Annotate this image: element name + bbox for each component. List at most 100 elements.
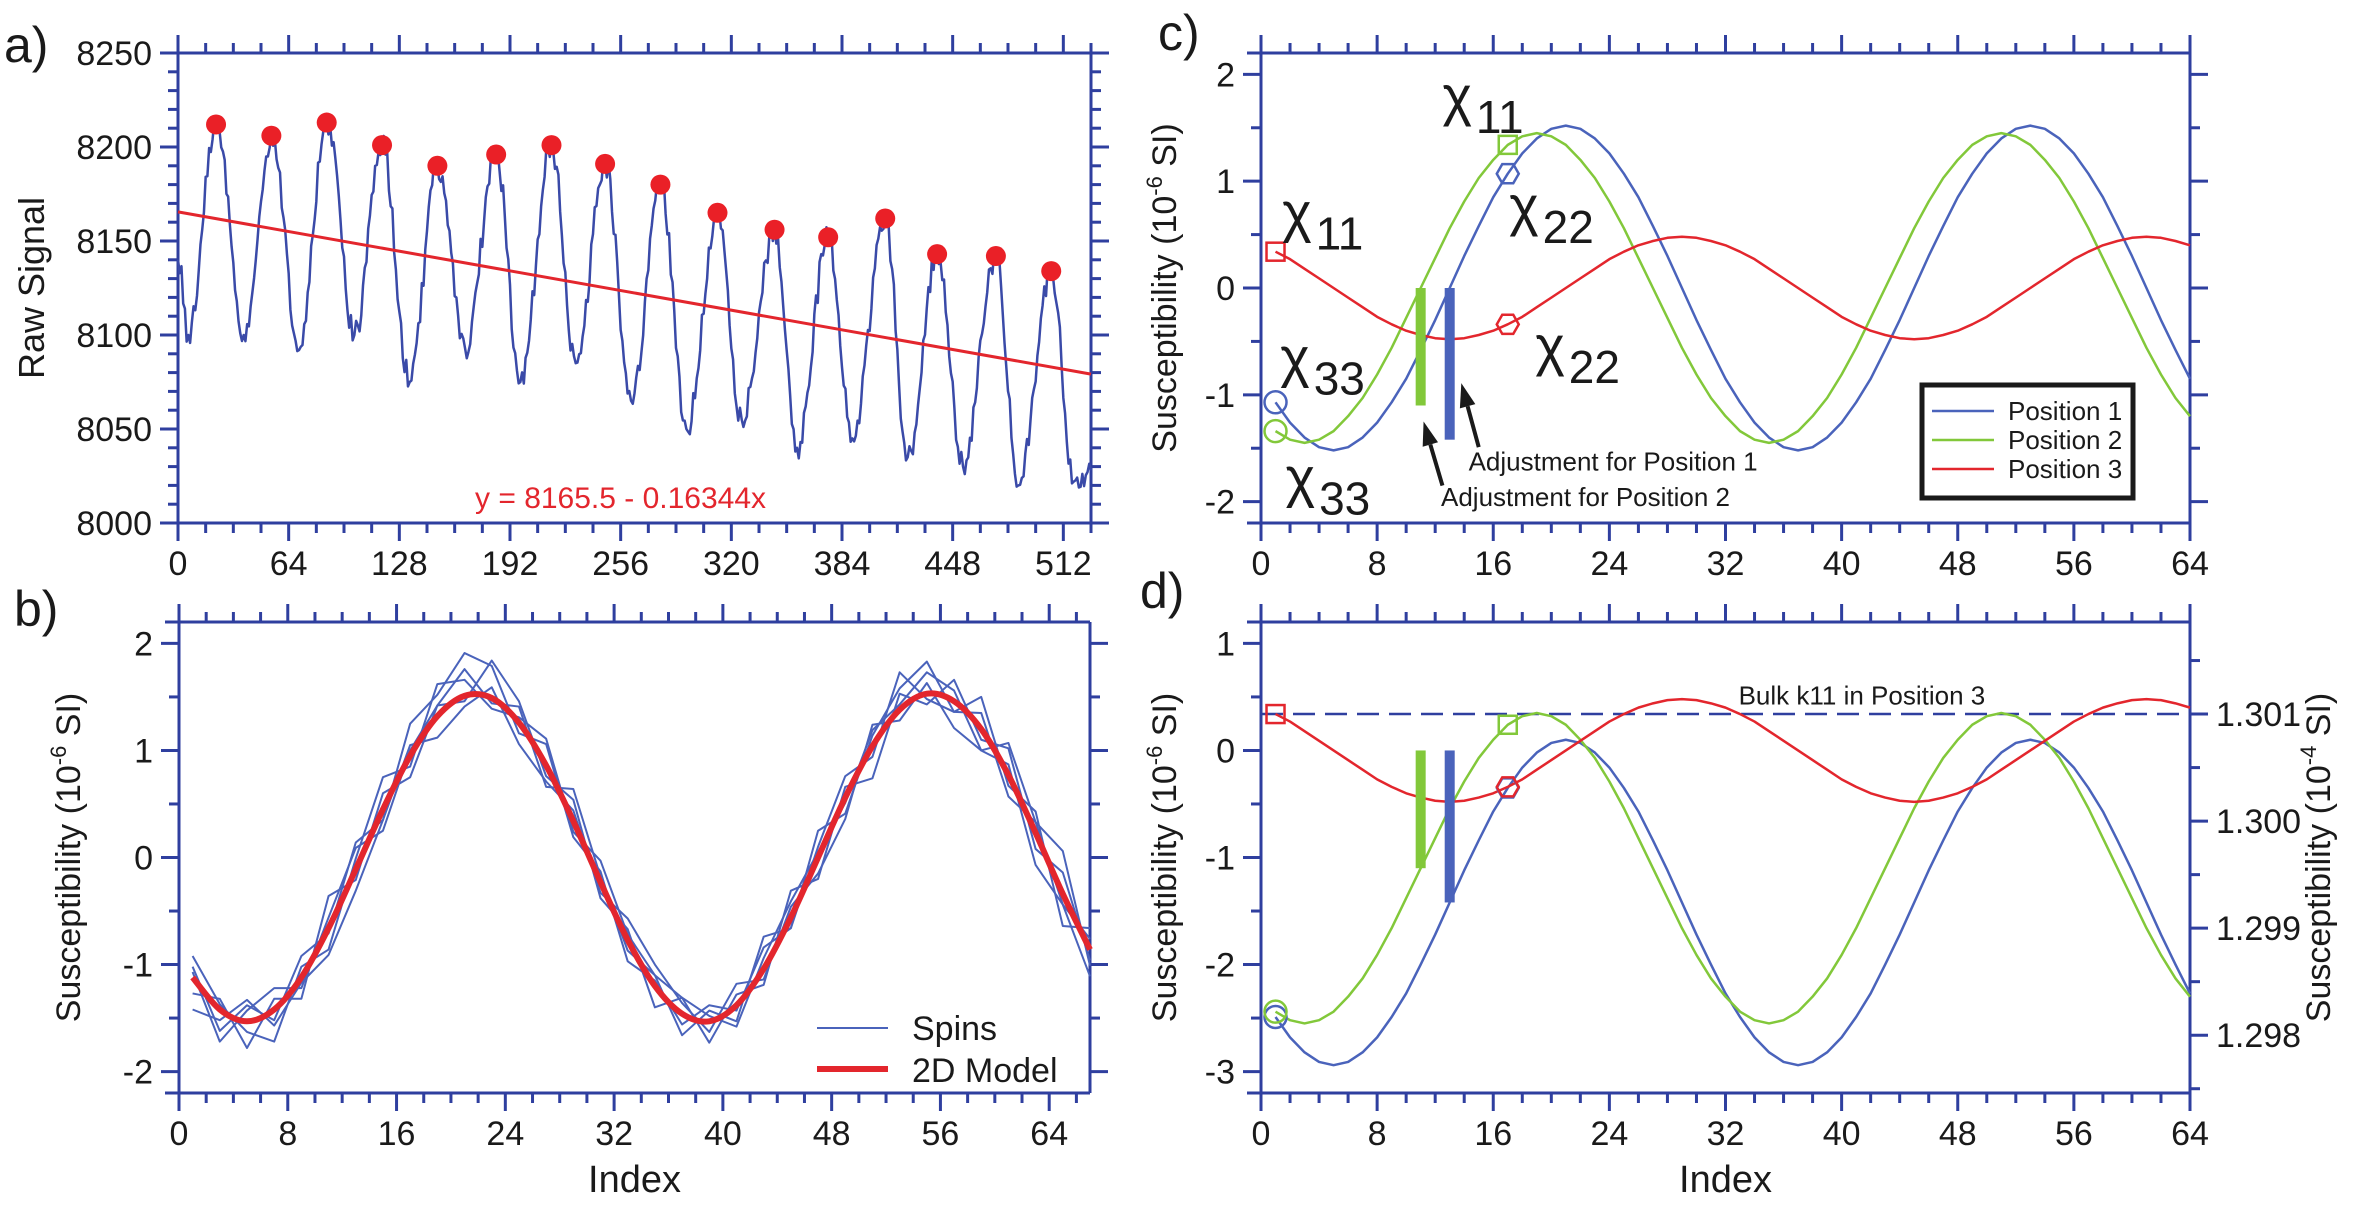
circle-marker — [1263, 390, 1288, 415]
x-axis-label: Index — [1679, 1159, 1772, 1201]
chi-subscript: 22 — [1569, 341, 1620, 393]
circle-marker — [1263, 418, 1288, 444]
y-tick-label: -2 — [123, 1054, 153, 1092]
square-marker — [1497, 714, 1519, 736]
legend-label-model: 2D Model — [912, 1052, 1058, 1090]
peak-marker — [875, 208, 896, 229]
y-tick-label: 2 — [134, 625, 153, 663]
y-tick-label: 2 — [1216, 56, 1235, 94]
y-tick-label: 1 — [1216, 163, 1235, 201]
y-tick-label: 8150 — [76, 223, 152, 261]
x-tick-label: 64 — [270, 545, 308, 583]
series-line — [1274, 131, 2191, 445]
chi-subscript: 11 — [1316, 207, 1364, 259]
ylabel-text: SI) — [1146, 693, 1184, 746]
panel-c-positions: 0 8 16 24 32 40 48 56 64 -2 -1 0 1 2 Susceptibility (1… — [1142, 35, 2209, 583]
legend: Spins 2D Model — [817, 1010, 1058, 1090]
ylabel-exponent: -6 — [1142, 746, 1167, 766]
x-tick-label: 448 — [924, 545, 981, 583]
arrow-head — [1422, 421, 1439, 447]
x-tick-label: 56 — [2055, 1115, 2093, 1153]
circle-marker — [1263, 999, 1288, 1024]
y2-tick-label: 1.301 — [2216, 696, 2301, 734]
panel-label-a: a) — [4, 17, 48, 73]
x-tick-label: 56 — [2055, 545, 2093, 583]
x-tick-label: 24 — [1590, 545, 1628, 583]
y-tick-label: -1 — [1205, 840, 1235, 878]
peak-marker — [541, 135, 562, 156]
peak-marker — [261, 125, 282, 146]
peak-marker — [206, 114, 227, 135]
x-tick-label: 40 — [1823, 545, 1861, 583]
y-axis-label: Susceptibility (10-6 SI) — [1142, 123, 1184, 452]
model-line — [190, 690, 1093, 1025]
y-tick-label: -2 — [1205, 484, 1235, 522]
chi-symbol: χ — [1282, 180, 1311, 243]
series-line — [1274, 697, 2191, 804]
x-tick-label: 32 — [1707, 1115, 1745, 1153]
x-tick-label: 32 — [595, 1115, 633, 1153]
ylabel-exponent: -4 — [2296, 746, 2321, 766]
y2-axis-label: Susceptibility (10-4 SI) — [2296, 693, 2338, 1022]
chi-label: χ11 — [1282, 180, 1363, 259]
x-tick-label: 24 — [486, 1115, 524, 1153]
x-tick-label: 0 — [1252, 1115, 1271, 1153]
x-tick-label: 64 — [2171, 1115, 2209, 1153]
series-line — [1274, 124, 2192, 452]
square-marker — [1265, 703, 1286, 725]
chi-label: χ33 — [1286, 445, 1371, 524]
square-marker — [1497, 134, 1519, 156]
y-tick-label: 0 — [1216, 732, 1235, 770]
x-tick-label: 192 — [482, 545, 539, 583]
series-line — [1274, 711, 2191, 1025]
chi-label: χ11 — [1442, 64, 1523, 143]
peak-marker — [927, 244, 948, 265]
y-tick-label: 1 — [1216, 625, 1235, 663]
series-line — [1274, 235, 2191, 341]
chi-symbol: χ — [1535, 314, 1564, 377]
x-tick-label: 48 — [1939, 1115, 1977, 1153]
x-tick-label: 320 — [703, 545, 760, 583]
peak-marker — [1041, 261, 1062, 282]
y-tick-label: 8050 — [76, 411, 152, 449]
x-tick-label: 48 — [1939, 545, 1977, 583]
x-tick-label: 16 — [1474, 545, 1512, 583]
y-tick-label: 8000 — [76, 505, 152, 543]
x-tick-label: 256 — [592, 545, 649, 583]
hexagon-marker — [1495, 313, 1521, 336]
raw-signal-line — [176, 119, 1093, 489]
y-tick-label: -2 — [1205, 947, 1235, 985]
adjustment-bar — [1444, 750, 1455, 903]
legend-label: Position 2 — [2008, 425, 2122, 455]
x-axis-label: Index — [588, 1159, 681, 1201]
panel-a-raw-signal: 0 64 128 192 256 320 384 448 512 8000 8050 8100 8150… — [11, 35, 1109, 583]
spin-line — [191, 668, 1091, 1043]
peak-marker — [764, 219, 785, 240]
ylabel-text: Susceptibility (10 — [50, 765, 88, 1022]
arrow-shaft — [1465, 405, 1481, 448]
chi-symbol: χ — [1280, 326, 1309, 389]
ylabel-text: Susceptibility (10 — [1146, 765, 1184, 1022]
chi-subscript: 33 — [1319, 472, 1370, 524]
x-tick-label: 40 — [1823, 1115, 1861, 1153]
y-tick-label: 8100 — [76, 317, 152, 355]
panel-label-b: b) — [14, 581, 58, 637]
spin-line — [192, 659, 1091, 1050]
x-tick-label: 8 — [1368, 545, 1387, 583]
x-tick-label: 32 — [1707, 545, 1745, 583]
regression-line — [177, 210, 1092, 376]
ylabel-text: Susceptibility (10 — [2300, 765, 2338, 1022]
spin-line — [192, 682, 1091, 1033]
x-tick-label: 16 — [378, 1115, 416, 1153]
x-tick-label: 0 — [169, 545, 188, 583]
ylabel-exponent: -6 — [46, 746, 71, 766]
chi-label: χ22 — [1535, 314, 1620, 393]
y2-tick-label: 1.299 — [2216, 910, 2301, 948]
x-tick-label: 128 — [371, 545, 428, 583]
y-tick-label: 8250 — [76, 35, 152, 73]
peak-marker — [707, 202, 728, 223]
x-tick-label: 64 — [1030, 1115, 1068, 1153]
y-tick-label: -3 — [1205, 1054, 1235, 1092]
